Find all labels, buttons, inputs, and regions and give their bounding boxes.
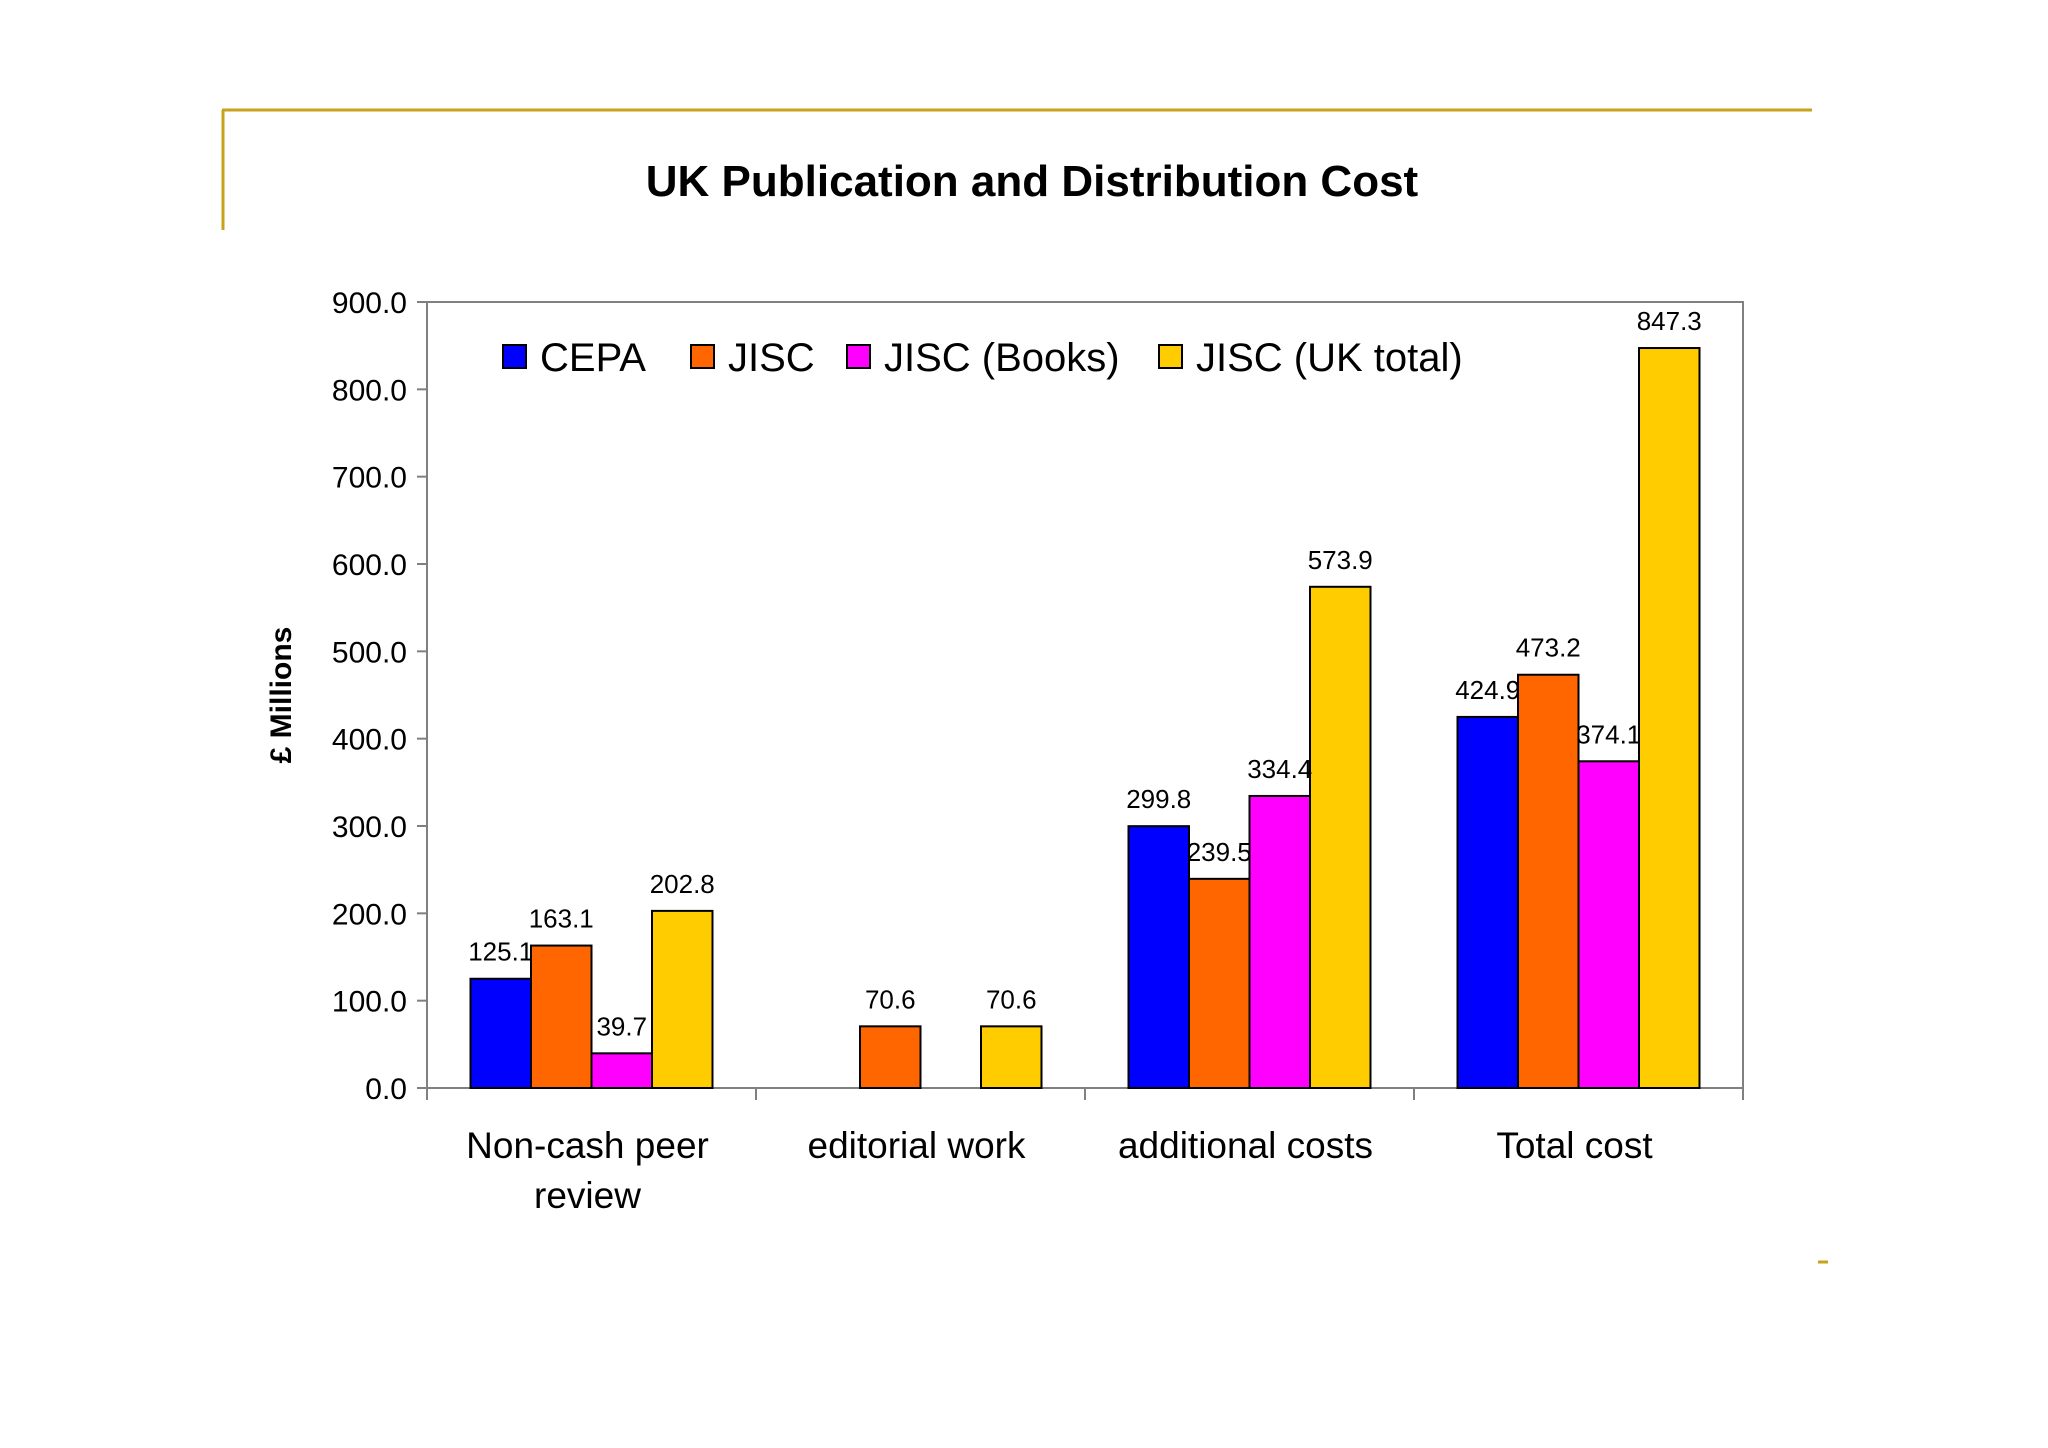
- category-label: Total cost: [1496, 1125, 1653, 1166]
- data-label: 239.5: [1187, 837, 1252, 867]
- data-label: 202.8: [650, 869, 715, 899]
- data-label: 70.6: [865, 984, 916, 1014]
- bar: [1188, 877, 1251, 1089]
- category-label: editorial work: [808, 1125, 1026, 1166]
- legend-swatch: [502, 344, 527, 369]
- category-label: Non-cash peer: [466, 1125, 709, 1166]
- bar: [1577, 760, 1640, 1089]
- bar: [1638, 347, 1701, 1089]
- legend-swatch: [690, 344, 715, 369]
- legend-swatch: [1158, 344, 1183, 369]
- data-label: 847.3: [1637, 306, 1702, 336]
- data-label: 424.9: [1455, 675, 1520, 705]
- y-tick-label: 400.0: [332, 724, 407, 757]
- slide-frame: [221, 108, 1828, 1264]
- bar: [469, 977, 532, 1089]
- data-label: 573.9: [1308, 545, 1373, 575]
- y-tick-label: 500.0: [332, 636, 407, 669]
- y-tick-label: 0.0: [365, 1073, 407, 1106]
- legend-label: JISC (UK total): [1196, 336, 1463, 380]
- bar: [590, 1052, 653, 1089]
- axes: 0.0 100.0 200.0 300.0 400.0 500.0 600.0 700.0 80…: [332, 287, 1744, 1106]
- data-label: 125.1: [468, 937, 533, 967]
- bars: [469, 347, 1701, 1090]
- chart-title: UK Publication and Distribution Cost: [646, 157, 1419, 206]
- legend-label: JISC (Books): [884, 336, 1120, 380]
- category-label: additional costs: [1118, 1125, 1373, 1166]
- legend: CEPA JISC JISC (Books) JISC (UK total): [502, 336, 1463, 380]
- bar: [651, 909, 714, 1089]
- legend-label: JISC: [728, 336, 815, 380]
- bar: [1127, 825, 1190, 1090]
- legend-label: CEPA: [540, 336, 646, 380]
- data-label: 39.7: [596, 1011, 647, 1041]
- bar: [1309, 585, 1372, 1089]
- bar: [859, 1025, 922, 1089]
- data-label: 70.6: [986, 984, 1037, 1014]
- y-tick-label: 100.0: [332, 986, 407, 1019]
- y-tick-label: 300.0: [332, 811, 407, 844]
- data-label: 334.4: [1247, 754, 1312, 784]
- category-label: review: [534, 1175, 641, 1216]
- y-tick-label: 200.0: [332, 898, 407, 931]
- category-labels: Non-cash peer review editorial work additio…: [466, 1125, 1653, 1216]
- legend-swatch: [846, 344, 871, 369]
- data-label: 374.1: [1576, 719, 1641, 749]
- bar: [1517, 673, 1580, 1089]
- bar: [980, 1025, 1043, 1089]
- bar: [1456, 715, 1519, 1089]
- data-label: 299.8: [1126, 784, 1191, 814]
- bar: [530, 944, 593, 1089]
- data-label: 163.1: [529, 904, 594, 934]
- y-tick-label: 900.0: [332, 287, 407, 320]
- y-tick-label: 600.0: [332, 549, 407, 582]
- y-tick-label: 700.0: [332, 462, 407, 495]
- y-tick-label: 800.0: [332, 374, 407, 407]
- y-axis-label: £ Millions: [265, 627, 298, 764]
- data-label: 473.2: [1516, 633, 1581, 663]
- bar: [1248, 794, 1311, 1089]
